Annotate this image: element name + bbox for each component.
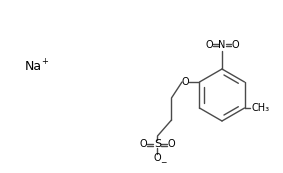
Text: S: S [154, 139, 161, 149]
Text: Na: Na [25, 61, 42, 74]
Text: +: + [42, 57, 48, 66]
Text: O: O [231, 40, 239, 51]
Text: O: O [140, 139, 147, 149]
Text: O: O [182, 77, 189, 87]
Text: O: O [205, 40, 213, 51]
Text: CH₃: CH₃ [252, 103, 270, 113]
Text: N: N [218, 40, 226, 51]
Text: O: O [168, 139, 175, 149]
Text: −: − [160, 158, 167, 167]
Text: O: O [154, 153, 161, 163]
